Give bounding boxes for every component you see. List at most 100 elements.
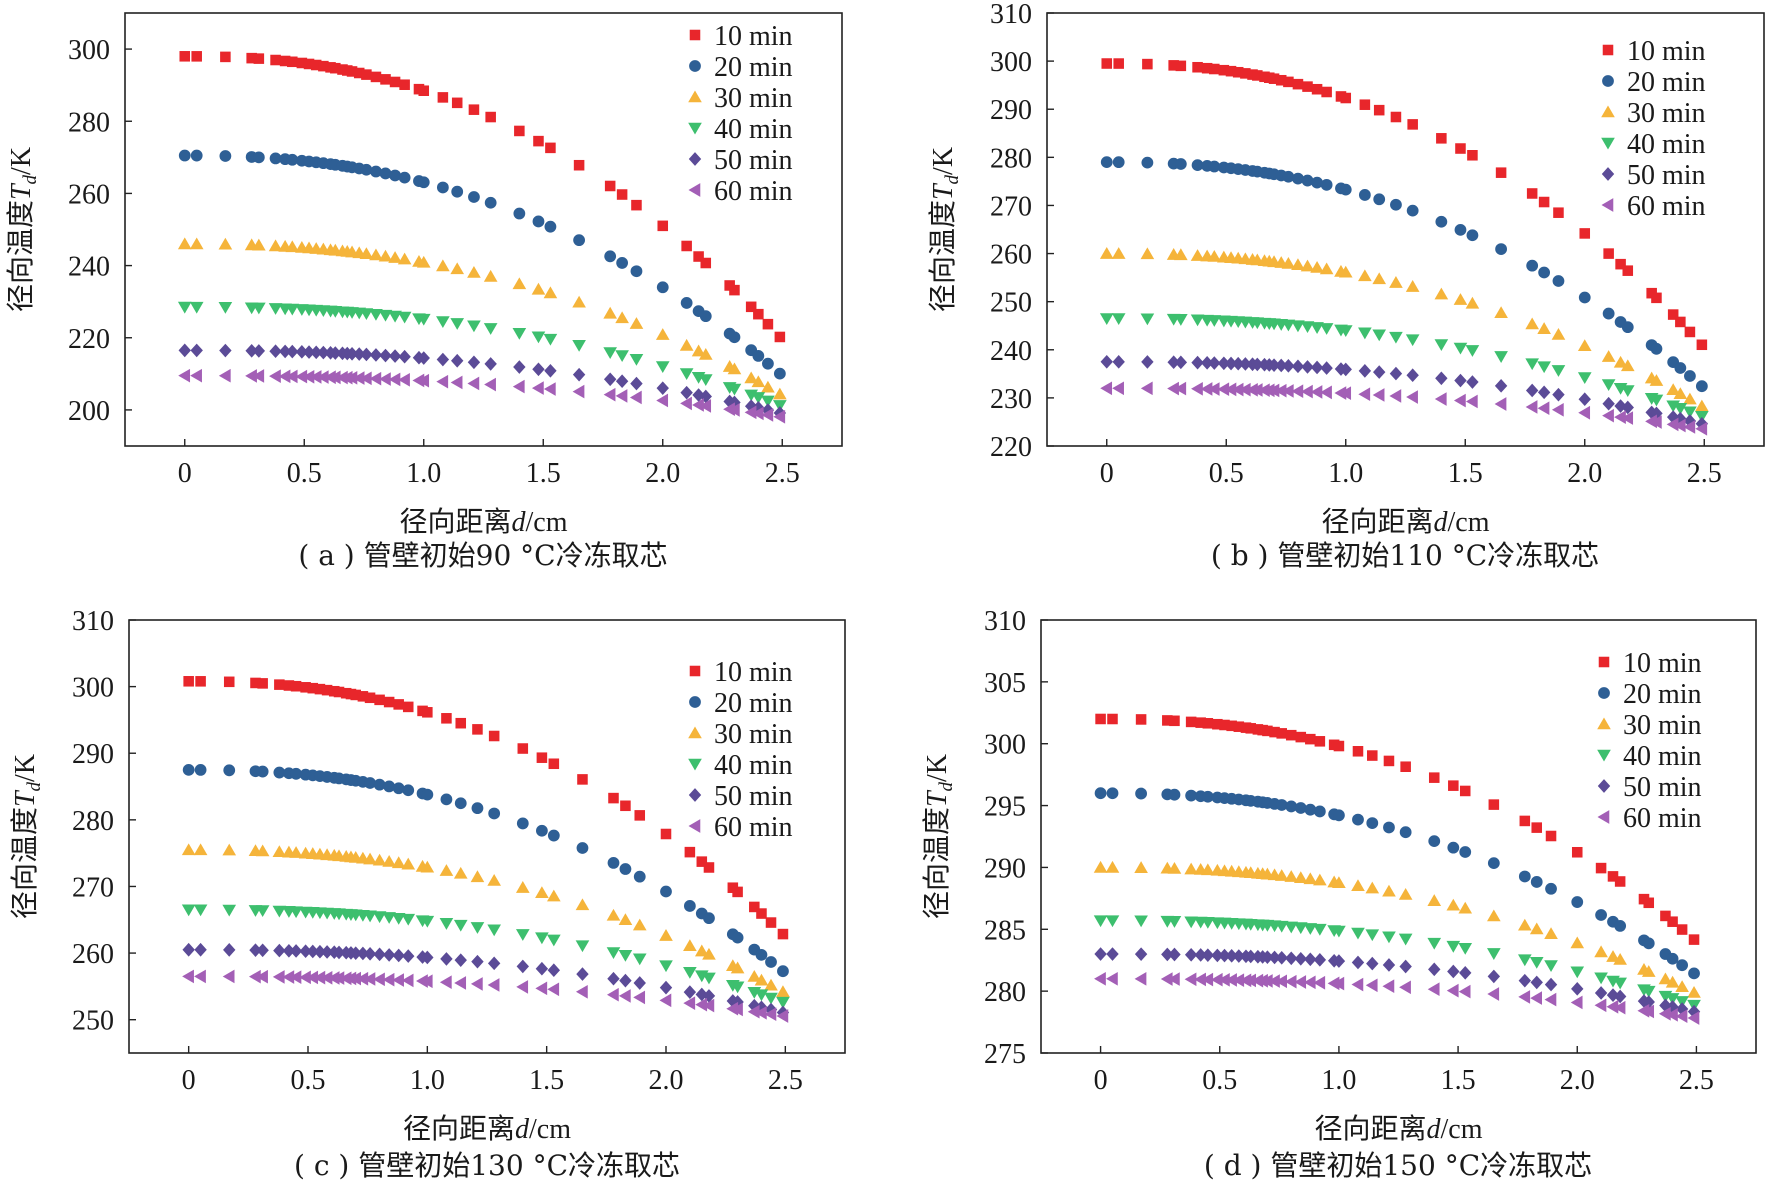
data-point — [1191, 159, 1204, 172]
series-20min — [182, 763, 789, 978]
data-point — [1303, 975, 1316, 990]
data-point — [1194, 972, 1206, 987]
data-point — [543, 382, 556, 396]
data-point — [1651, 292, 1662, 304]
data-point — [698, 374, 713, 387]
data-point — [257, 678, 268, 689]
data-point — [360, 347, 373, 362]
data-point — [346, 66, 358, 77]
data-point — [764, 1002, 778, 1017]
data-point — [517, 743, 529, 754]
data-point — [576, 842, 589, 854]
data-point — [223, 943, 236, 957]
data-point — [1665, 975, 1680, 988]
data-point — [313, 944, 327, 959]
data-point — [656, 393, 669, 408]
data-point — [467, 320, 481, 333]
data-point — [1373, 365, 1386, 379]
data-point — [607, 971, 620, 986]
data-point — [299, 970, 311, 985]
data-point — [1650, 342, 1663, 355]
data-point — [437, 92, 449, 103]
data-point — [1529, 957, 1544, 969]
data-point — [1446, 898, 1461, 911]
data-point — [1338, 265, 1353, 278]
data-point — [1275, 74, 1287, 86]
data-point — [470, 977, 483, 991]
data-point — [269, 152, 282, 165]
data-point — [776, 985, 790, 998]
data-point — [1207, 315, 1222, 327]
data-point — [630, 265, 643, 278]
data-point — [1240, 68, 1251, 79]
data-point — [379, 348, 392, 363]
data-point — [684, 846, 696, 858]
data-point — [512, 277, 527, 290]
data-point — [727, 383, 742, 396]
data-point — [1465, 296, 1480, 309]
data-point — [1284, 870, 1299, 882]
data-point — [1300, 259, 1315, 272]
data-point — [1301, 174, 1314, 187]
x-tick-label: 1.0 — [406, 458, 441, 489]
data-point — [278, 369, 291, 384]
data-point — [1675, 316, 1686, 328]
legend-label: 40 min — [714, 114, 793, 145]
legend-label: 20 min — [714, 52, 793, 83]
data-point — [487, 956, 501, 971]
data-point — [1673, 387, 1688, 399]
data-point — [764, 978, 778, 991]
data-point — [1552, 387, 1565, 402]
data-point — [223, 764, 236, 777]
data-point — [454, 953, 467, 967]
x-tick-label: 0 — [1094, 1065, 1108, 1096]
data-point — [194, 764, 207, 776]
data-point — [744, 399, 758, 414]
data-point — [1494, 306, 1508, 319]
data-point — [1641, 965, 1656, 977]
data-point — [1642, 937, 1655, 950]
data-point — [1613, 953, 1627, 965]
data-point — [1454, 223, 1467, 236]
data-point — [1467, 150, 1478, 161]
data-point — [1529, 922, 1544, 935]
data-point — [679, 368, 694, 381]
data-point — [1217, 382, 1230, 397]
data-point — [751, 375, 766, 388]
data-point — [470, 870, 485, 883]
data-point — [703, 862, 715, 873]
data-point — [420, 915, 435, 928]
y-tick-label: 240 — [68, 252, 110, 283]
data-point — [1674, 362, 1687, 374]
series-30min — [181, 843, 790, 998]
data-point — [604, 180, 616, 192]
data-point — [1642, 995, 1655, 1009]
data-point — [1285, 800, 1298, 813]
data-point — [695, 997, 708, 1012]
data-point — [1405, 280, 1420, 292]
data-point — [1487, 909, 1501, 922]
legend-marker — [1601, 198, 1614, 212]
data-point — [575, 898, 590, 911]
data-point — [1201, 62, 1213, 74]
data-point — [392, 948, 405, 963]
data-point — [730, 961, 745, 974]
data-point — [633, 870, 646, 883]
data-point — [1284, 921, 1299, 934]
data-point — [295, 345, 309, 359]
data-point — [577, 774, 588, 785]
data-point — [373, 778, 386, 791]
data-point — [454, 797, 467, 810]
data-point — [1106, 787, 1119, 800]
data-point — [1695, 421, 1708, 436]
data-point — [471, 802, 484, 815]
data-point — [632, 953, 647, 966]
data-point — [1358, 269, 1372, 282]
data-point — [633, 976, 646, 990]
data-point — [1093, 860, 1108, 873]
data-point — [655, 361, 670, 373]
data-point — [1530, 975, 1543, 990]
data-point — [1658, 972, 1673, 985]
data-point — [467, 376, 480, 391]
data-point — [1252, 70, 1263, 81]
